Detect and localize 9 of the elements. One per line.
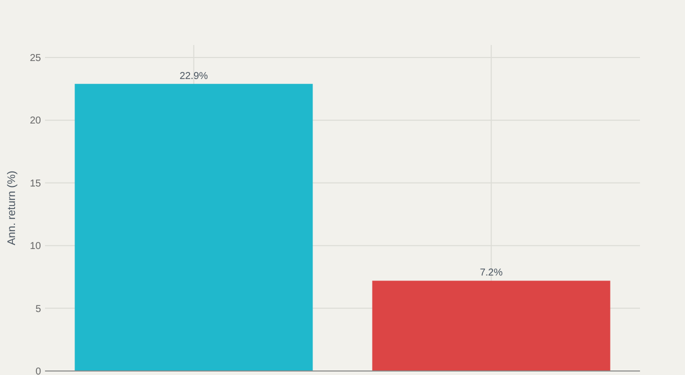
data-label: 22.9% — [180, 70, 208, 82]
y-tick-label: 25 — [30, 53, 42, 64]
data-label: 7.2% — [480, 268, 503, 279]
y-tick-label: 0 — [35, 366, 42, 375]
y-axis-title: Ann. return (%) — [6, 170, 18, 246]
y-tick-label: 15 — [30, 178, 42, 190]
y-tick-label: 5 — [35, 304, 42, 315]
y-tick-label: 10 — [30, 241, 42, 252]
y-tick-label: 20 — [30, 116, 42, 127]
